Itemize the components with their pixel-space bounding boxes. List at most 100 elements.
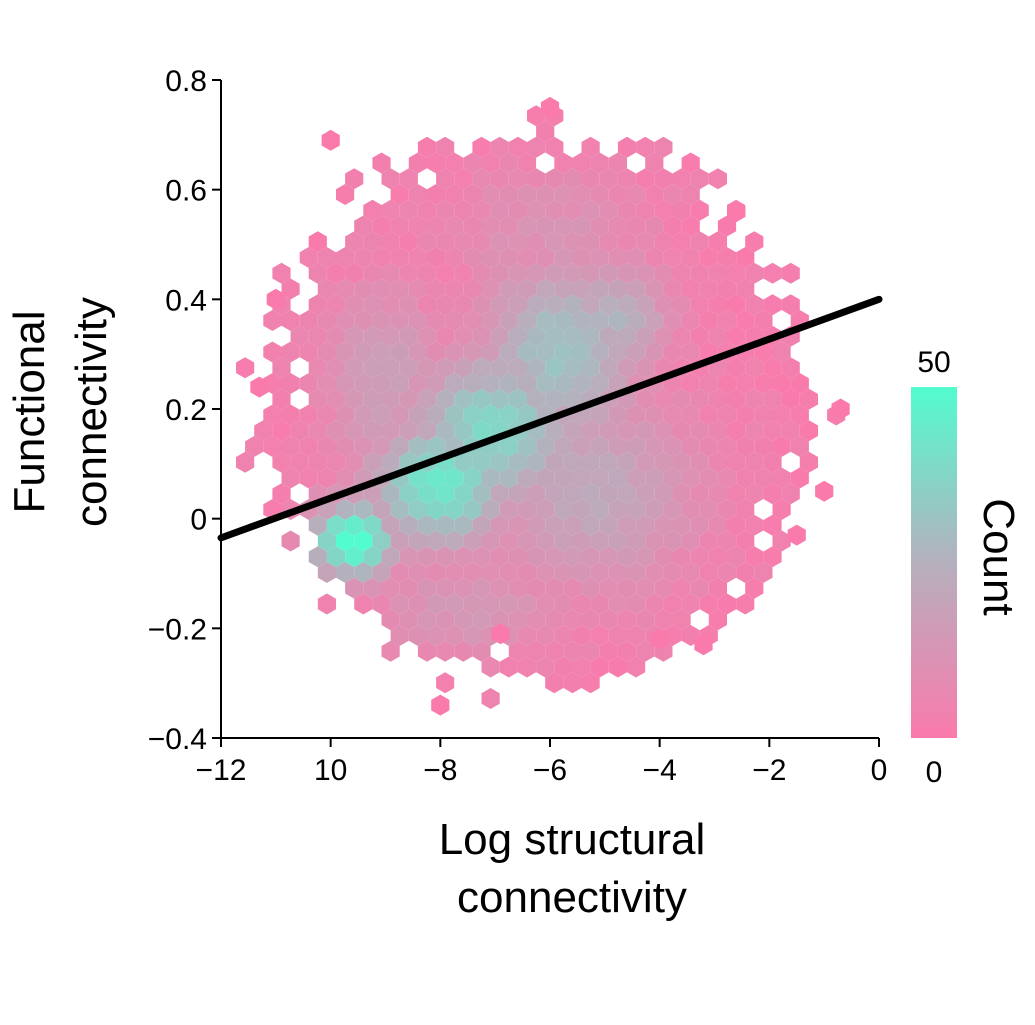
hexbin-cell [554,436,573,457]
hexbin-cell [427,467,446,489]
hexbin-cell [690,483,709,505]
hexbin-cell [627,436,646,457]
hexbin-cell [499,310,518,331]
hexbin-cell [472,136,491,158]
hexbin-cell [481,562,500,583]
regression-line [217,295,883,542]
hexbin-cell [326,546,346,568]
hexbin-cell [508,609,527,631]
hexbin-cell [417,325,437,347]
hexbin-cell [427,184,446,205]
hexbin-cell [363,451,382,473]
hexbin-cell [272,357,291,379]
hexbin-cell [617,483,637,505]
hexbin-cell [636,262,655,284]
hexbin-cell [745,546,764,568]
hexbin-cell [499,184,518,205]
hexbin-cell [745,294,764,316]
hexbin-cell [572,373,591,394]
hexbin-cell [790,404,809,426]
hexbin-cell [527,609,546,631]
hexbin-cell [563,294,582,316]
hexbin-cell [390,215,409,237]
hexbin-cell [336,310,355,331]
hexbin-cell [681,530,700,552]
hexbin-cell [645,467,664,489]
y-tick-label: 0.6 [165,175,207,208]
hexbin-cell [572,562,591,583]
hexbin-cell [654,451,673,473]
hexbin-cell [645,593,664,615]
hexbin-cell [490,262,509,284]
hexbin-cell [708,420,727,442]
hexbin-cell [381,262,400,284]
hexbin-cell [636,609,655,631]
hexbin-cell [499,499,518,520]
hexbin-cell [390,530,409,552]
hexbin-cell [272,451,291,473]
hexbin-cell [281,404,300,426]
hexbin-cell [790,373,809,394]
hexbin-cell [517,656,537,678]
hexbin-cell [390,184,409,205]
hexbin-cell [554,593,573,615]
hexbin-cell [454,199,473,221]
hexbin-cell [336,184,355,205]
hexbin-cell [672,514,691,536]
hexbin-cell [681,215,700,237]
hexbin-cell [354,436,373,457]
hexbin-cell [554,247,573,268]
hexbin-cell [608,152,627,174]
hexbin-cell [581,609,600,631]
hexbin-cell [363,483,382,505]
hexbin-cell [654,546,673,568]
hexbin-cell [290,451,309,473]
hexbin-cell [417,388,437,410]
hexbin-cell [417,357,437,379]
hexbin-cell [608,530,627,552]
hexbin-cell [699,310,718,331]
hexbin-cell [390,499,409,520]
hexbin-cell [472,609,491,631]
hexbin-cell [672,231,691,253]
hexbin-cell [372,593,391,615]
hexbin-cell [599,546,618,568]
hexbin-cell [436,199,455,221]
hexbin-cell [445,152,464,174]
hexbin-cell [372,562,391,583]
hexbin-cell [472,483,491,505]
hexbin-cell [627,215,646,237]
hexbin-cell [754,467,773,489]
hexbin-cell [499,152,518,174]
hexbin-cell [390,625,409,646]
hexbin-cell [563,231,582,253]
hexbin-cell [463,184,482,205]
hexbin-cell [508,168,527,190]
hexbin-cell [317,467,336,489]
hexbin-cell [654,514,673,536]
hexbin-cell [427,278,446,300]
hexbin-cell [299,467,318,489]
hexbin-cell [754,373,773,394]
hexbin-cell [463,467,482,489]
hexbin-cell [436,514,455,536]
hexbin-cell [372,436,391,457]
hexbin-cell [399,420,418,442]
hexbin-cell [390,278,409,300]
hexbin-cell [336,467,355,489]
hexbin-cell [381,546,400,568]
hexbin-cell [517,467,537,489]
hexbin-cell [463,593,482,615]
hexbin-cell [590,593,609,615]
hexbin-cell [681,184,700,205]
hexbin-cell [527,105,546,127]
hexbin-cell [663,593,682,615]
hexbin-cell [281,373,300,394]
hexbin-cell [772,436,791,457]
hexbin-cell [472,577,491,599]
hexbin-cell [563,325,582,347]
hexbin-cell [745,262,764,284]
hexbin-cell [672,325,691,347]
hexbin-cell [645,404,664,426]
hexbin-cell [236,451,255,473]
